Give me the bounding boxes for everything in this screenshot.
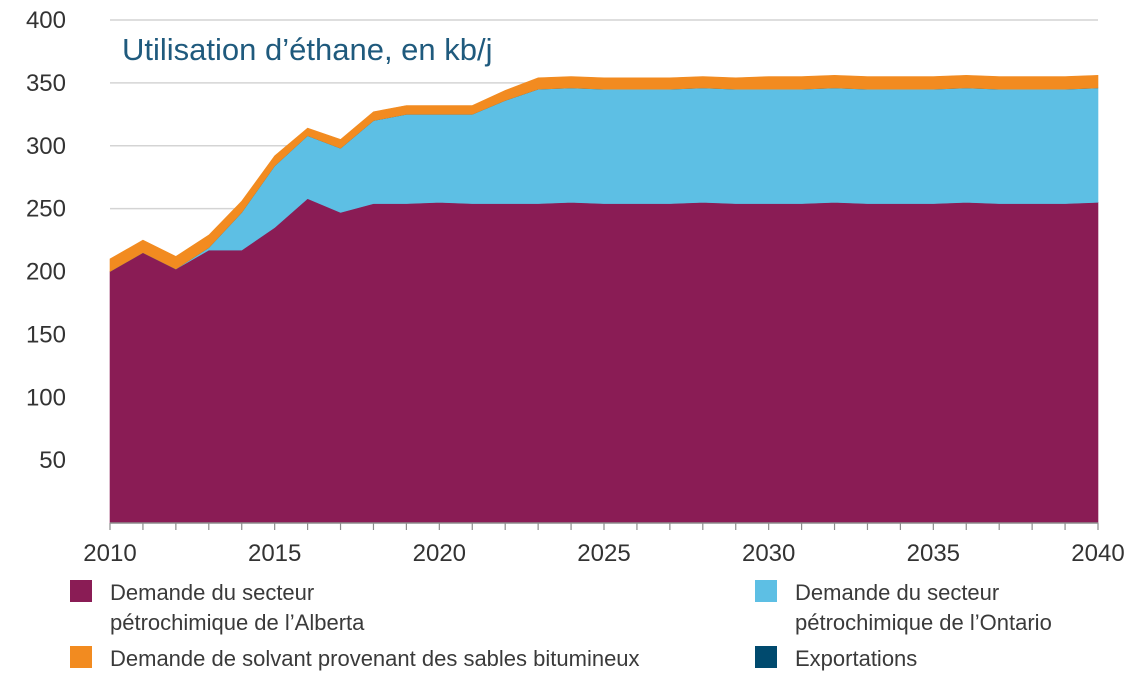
y-tick-label-150: 150 <box>26 321 66 348</box>
x-tick-label-2040: 2040 <box>1071 540 1124 567</box>
y-tick-label-350: 350 <box>26 70 66 97</box>
chart-title: Utilisation d’éthane, en kb/j <box>122 32 493 67</box>
y-tick-label-300: 300 <box>26 133 66 160</box>
x-tick-label-2035: 2035 <box>907 540 960 567</box>
x-tick-label-2015: 2015 <box>248 540 301 567</box>
y-tick-label-200: 200 <box>26 259 66 286</box>
area-demande-du-secteur-petrochimique-de-l-alberta <box>109 198 1099 524</box>
x-tick-label-2010: 2010 <box>83 540 136 567</box>
y-tick-label-400: 400 <box>26 7 66 34</box>
area-demande-de-solvant-provenant-des-sables-bitumineux <box>109 75 1099 273</box>
stacked-areas <box>109 75 1099 524</box>
x-tick-label-2030: 2030 <box>742 540 795 567</box>
x-tick-label-2020: 2020 <box>413 540 466 567</box>
y-tick-label-50: 50 <box>39 447 66 474</box>
y-axis: 50 100 150 200 250 300 350 400 <box>26 7 66 474</box>
y-tick-label-250: 250 <box>26 196 66 223</box>
x-axis: 2010 2015 2020 2025 2030 2035 2040 <box>83 522 1125 567</box>
y-tick-label-100: 100 <box>26 384 66 411</box>
x-tick-label-2025: 2025 <box>577 540 630 567</box>
